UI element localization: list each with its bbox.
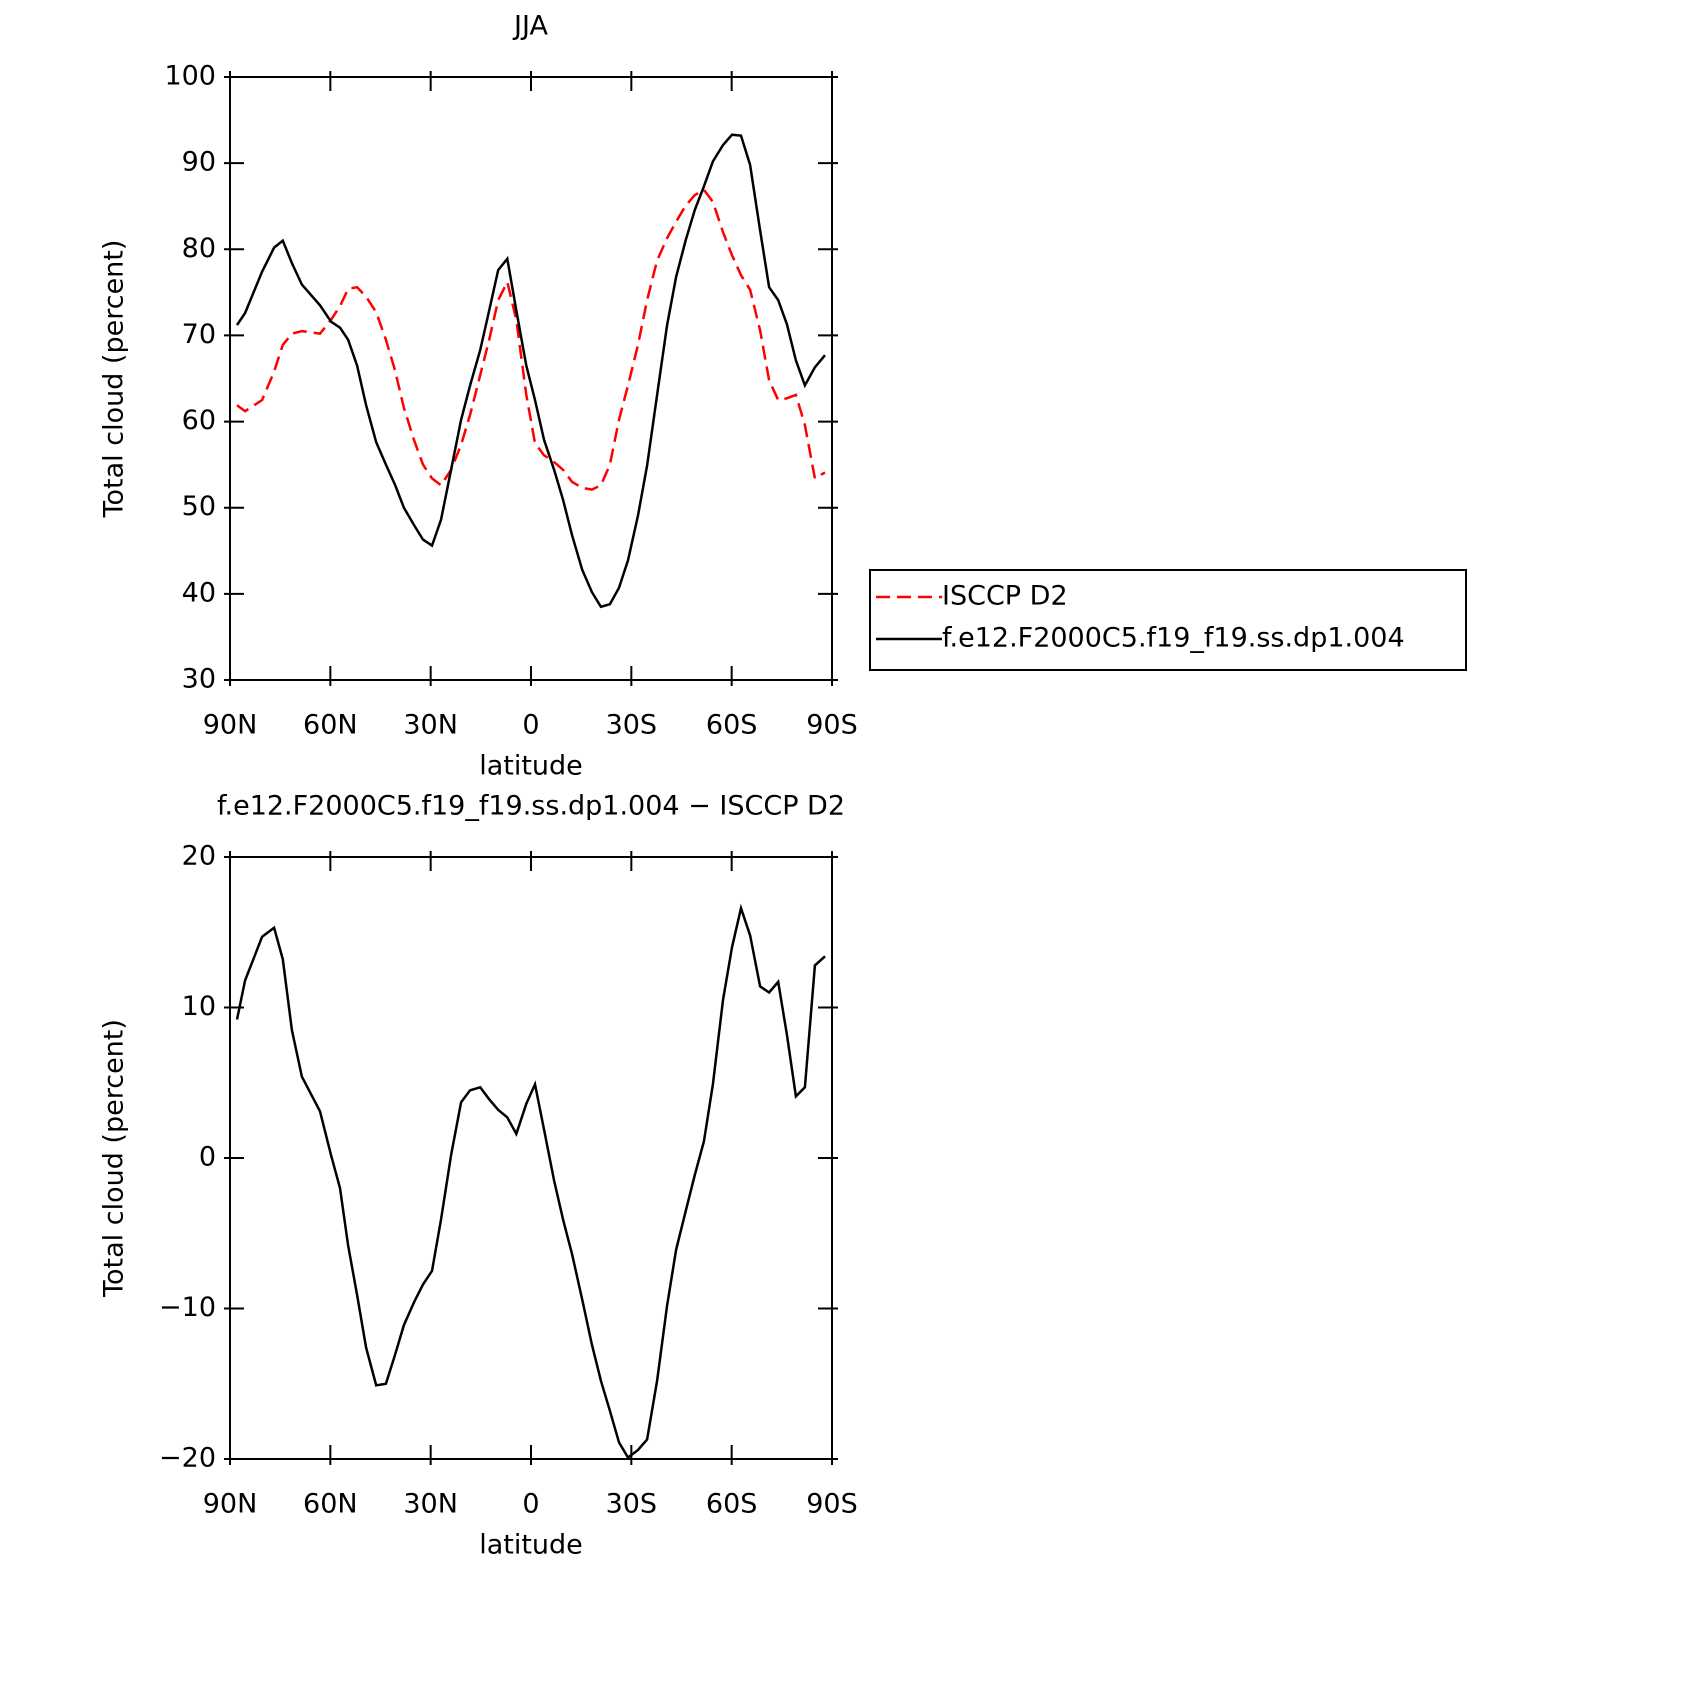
y-tick-label: 50 <box>182 491 216 522</box>
x-tick-label: 30N <box>403 1489 458 1520</box>
x-tick-label: 90N <box>203 1489 258 1520</box>
x-tick-label: 60N <box>303 710 358 741</box>
data-line <box>236 188 826 491</box>
x-axis-label: latitude <box>479 1530 583 1561</box>
plot-frame <box>229 856 833 1460</box>
x-tick-label: 0 <box>522 1489 539 1520</box>
legend-box <box>869 569 1467 671</box>
plot-frame <box>229 76 833 681</box>
y-tick-label: −10 <box>159 1292 216 1323</box>
x-tick-label: 30S <box>606 1489 658 1520</box>
x-tick-label: 30N <box>403 710 458 741</box>
chart-title: JJA <box>512 11 548 42</box>
y-tick-label: 0 <box>199 1142 216 1173</box>
x-tick-label: 90S <box>806 710 858 741</box>
y-tick-label: 80 <box>182 233 216 264</box>
y-tick-label: 20 <box>182 841 216 872</box>
data-line <box>235 903 826 1460</box>
y-tick-label: 10 <box>182 991 216 1022</box>
x-tick-label: 60N <box>303 1489 358 1520</box>
y-axis-label: Total cloud (percent) <box>99 1019 130 1298</box>
y-tick-label: 70 <box>182 319 216 350</box>
x-tick-label: 90N <box>203 710 258 741</box>
y-tick-label: −20 <box>159 1443 216 1474</box>
y-tick-label: 90 <box>182 147 216 178</box>
y-tick-label: 60 <box>182 405 216 436</box>
x-axis-label: latitude <box>479 751 583 782</box>
y-tick-label: 100 <box>164 61 216 92</box>
x-tick-label: 60S <box>706 1489 758 1520</box>
x-tick-label: 60S <box>706 710 758 741</box>
x-tick-label: 30S <box>606 710 658 741</box>
legend-label: ISCCP D2 <box>942 581 1068 612</box>
legend-label: f.e12.F2000C5.f19_f19.ss.dp1.004 <box>942 623 1405 654</box>
y-axis-label: Total cloud (percent) <box>99 240 130 519</box>
chart-title: f.e12.F2000C5.f19_f19.ss.dp1.004 − ISCCP… <box>217 791 845 822</box>
y-tick-label: 40 <box>182 577 216 608</box>
x-tick-label: 90S <box>806 1489 858 1520</box>
data-line <box>235 133 826 609</box>
x-tick-label: 0 <box>522 710 539 741</box>
y-tick-label: 30 <box>182 664 216 695</box>
